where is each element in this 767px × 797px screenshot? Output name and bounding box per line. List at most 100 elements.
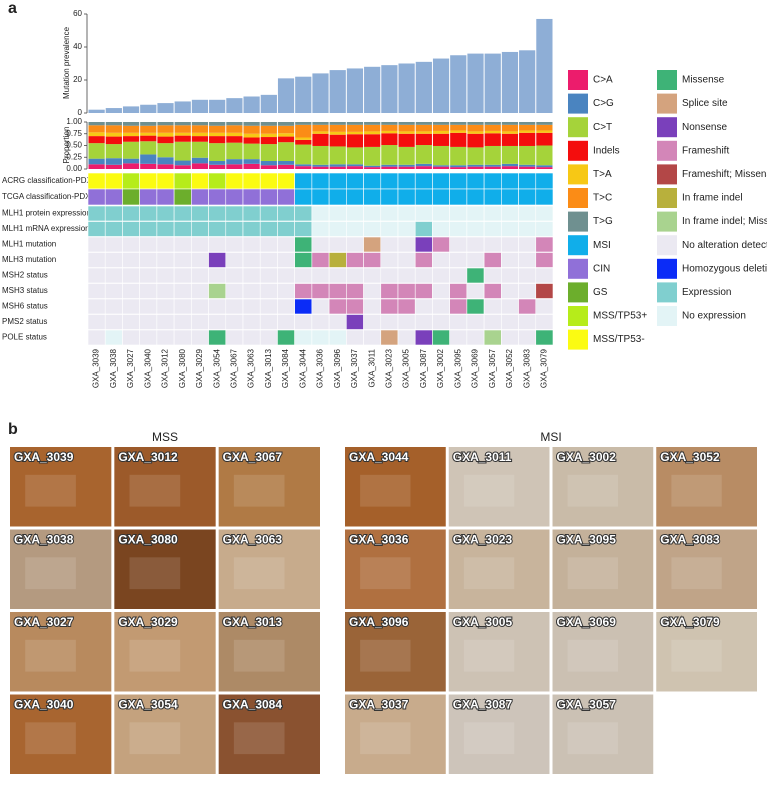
heatmap-cell [346, 252, 364, 268]
y-tick-label: 0.75 [66, 129, 82, 138]
heatmap-cell [242, 329, 261, 346]
heatmap-cell [191, 236, 209, 253]
histology-image [218, 529, 320, 609]
stacked-segment [415, 124, 432, 132]
histology-image [218, 612, 320, 692]
heatmap-cell [449, 205, 468, 222]
stacked-segment [226, 159, 243, 165]
heatmap-cell [518, 298, 537, 315]
legend-swatch [568, 306, 588, 326]
heatmap-cell [363, 283, 382, 299]
heatmap-cell [191, 172, 209, 190]
histology-image [448, 612, 550, 692]
stacked-segment [364, 167, 381, 169]
heatmap-cell [242, 314, 261, 330]
heatmap-cell [104, 267, 123, 284]
heatmap-cell [173, 298, 192, 315]
stacked-segment [260, 122, 277, 126]
heatmap-cell [122, 329, 140, 346]
stacked-segment [467, 166, 484, 169]
heatmap-cell [259, 298, 278, 315]
y-tick-label: 40 [73, 42, 82, 51]
legend-label: MSS/TP53- [593, 334, 645, 345]
heatmap-cell [225, 205, 244, 222]
heatmap-cell [191, 252, 209, 268]
heatmap-cell [380, 188, 399, 206]
heatmap-cell [501, 188, 519, 206]
x-tick-label: GXA_3069 [471, 348, 480, 388]
heatmap-cell [328, 221, 347, 237]
heatmap-cell [466, 267, 485, 284]
heatmap-cell [259, 329, 278, 346]
heatmap-cell [518, 267, 537, 284]
x-tick-label: GXA_3038 [109, 348, 118, 388]
x-tick-label: GXA_3037 [350, 348, 359, 388]
stacked-segment [398, 133, 415, 147]
stacked-segment [122, 136, 140, 142]
heatmap-cell [346, 267, 364, 284]
bar [88, 109, 105, 113]
legend-swatch [657, 93, 677, 114]
stacked-segment [398, 124, 415, 132]
heatmap-cell [363, 172, 382, 190]
heatmap-cell [259, 252, 278, 268]
legend-swatch [568, 235, 588, 256]
histology-image [10, 694, 112, 774]
stacked-segment [519, 164, 536, 167]
stacked-segment [88, 158, 105, 165]
heatmap-cell [311, 236, 330, 253]
x-tick-label: GXA_3067 [229, 348, 238, 388]
heatmap-cell [346, 188, 364, 206]
x-tick-label: GXA_3040 [143, 348, 152, 388]
heatmap-cell [208, 172, 227, 190]
heatmap-cell [535, 283, 554, 299]
stacked-segment [277, 164, 295, 169]
heatmap-cell [328, 188, 347, 206]
stacked-segment [432, 166, 450, 169]
stacked-segment [226, 132, 243, 137]
heatmap-cell [483, 267, 502, 284]
stacked-segment [432, 124, 450, 131]
bar [140, 104, 157, 113]
stacked-segment [191, 125, 209, 133]
heatmap-cell [432, 298, 450, 315]
stacked-segment [484, 145, 501, 165]
legend-swatch [657, 140, 677, 161]
heatmap-cell [397, 205, 416, 222]
heatmap-cell [449, 267, 468, 284]
heatmap-cell [311, 252, 330, 268]
x-tick-label: GXA_3013 [264, 348, 273, 388]
stacked-segment [381, 133, 398, 146]
row-label: MLH3 mutation [2, 255, 56, 264]
stacked-segment [536, 124, 553, 131]
heatmap-cell [328, 314, 347, 330]
heatmap-cell [104, 252, 123, 268]
image-texture [129, 722, 181, 755]
heatmap-cell [225, 314, 244, 330]
histology-image [345, 529, 446, 609]
stacked-segment [398, 122, 415, 125]
histology-image [656, 447, 757, 527]
stacked-segment [88, 125, 105, 133]
image-texture [233, 722, 285, 755]
stacked-segment [140, 141, 157, 155]
heatmap-cell [414, 267, 433, 284]
tile-label: GXA_3038 [14, 533, 74, 547]
legend-swatch [657, 117, 677, 138]
stacked-segment [260, 133, 277, 138]
x-tick-label: GXA_3039 [92, 348, 101, 388]
heatmap-cell [535, 236, 554, 253]
heatmap-cell [139, 172, 158, 190]
bar [277, 78, 295, 113]
heatmap-cell [535, 267, 554, 284]
heatmap-cell [191, 329, 209, 346]
stacked-segment [295, 164, 312, 167]
heatmap-cell [87, 205, 106, 222]
stacked-segment [88, 132, 105, 137]
histology-image [114, 447, 216, 527]
stacked-segment [105, 122, 122, 126]
histology-image [552, 612, 654, 692]
stacked-segment [501, 131, 519, 134]
stacked-segment [88, 143, 105, 159]
heatmap-cell [466, 221, 485, 237]
